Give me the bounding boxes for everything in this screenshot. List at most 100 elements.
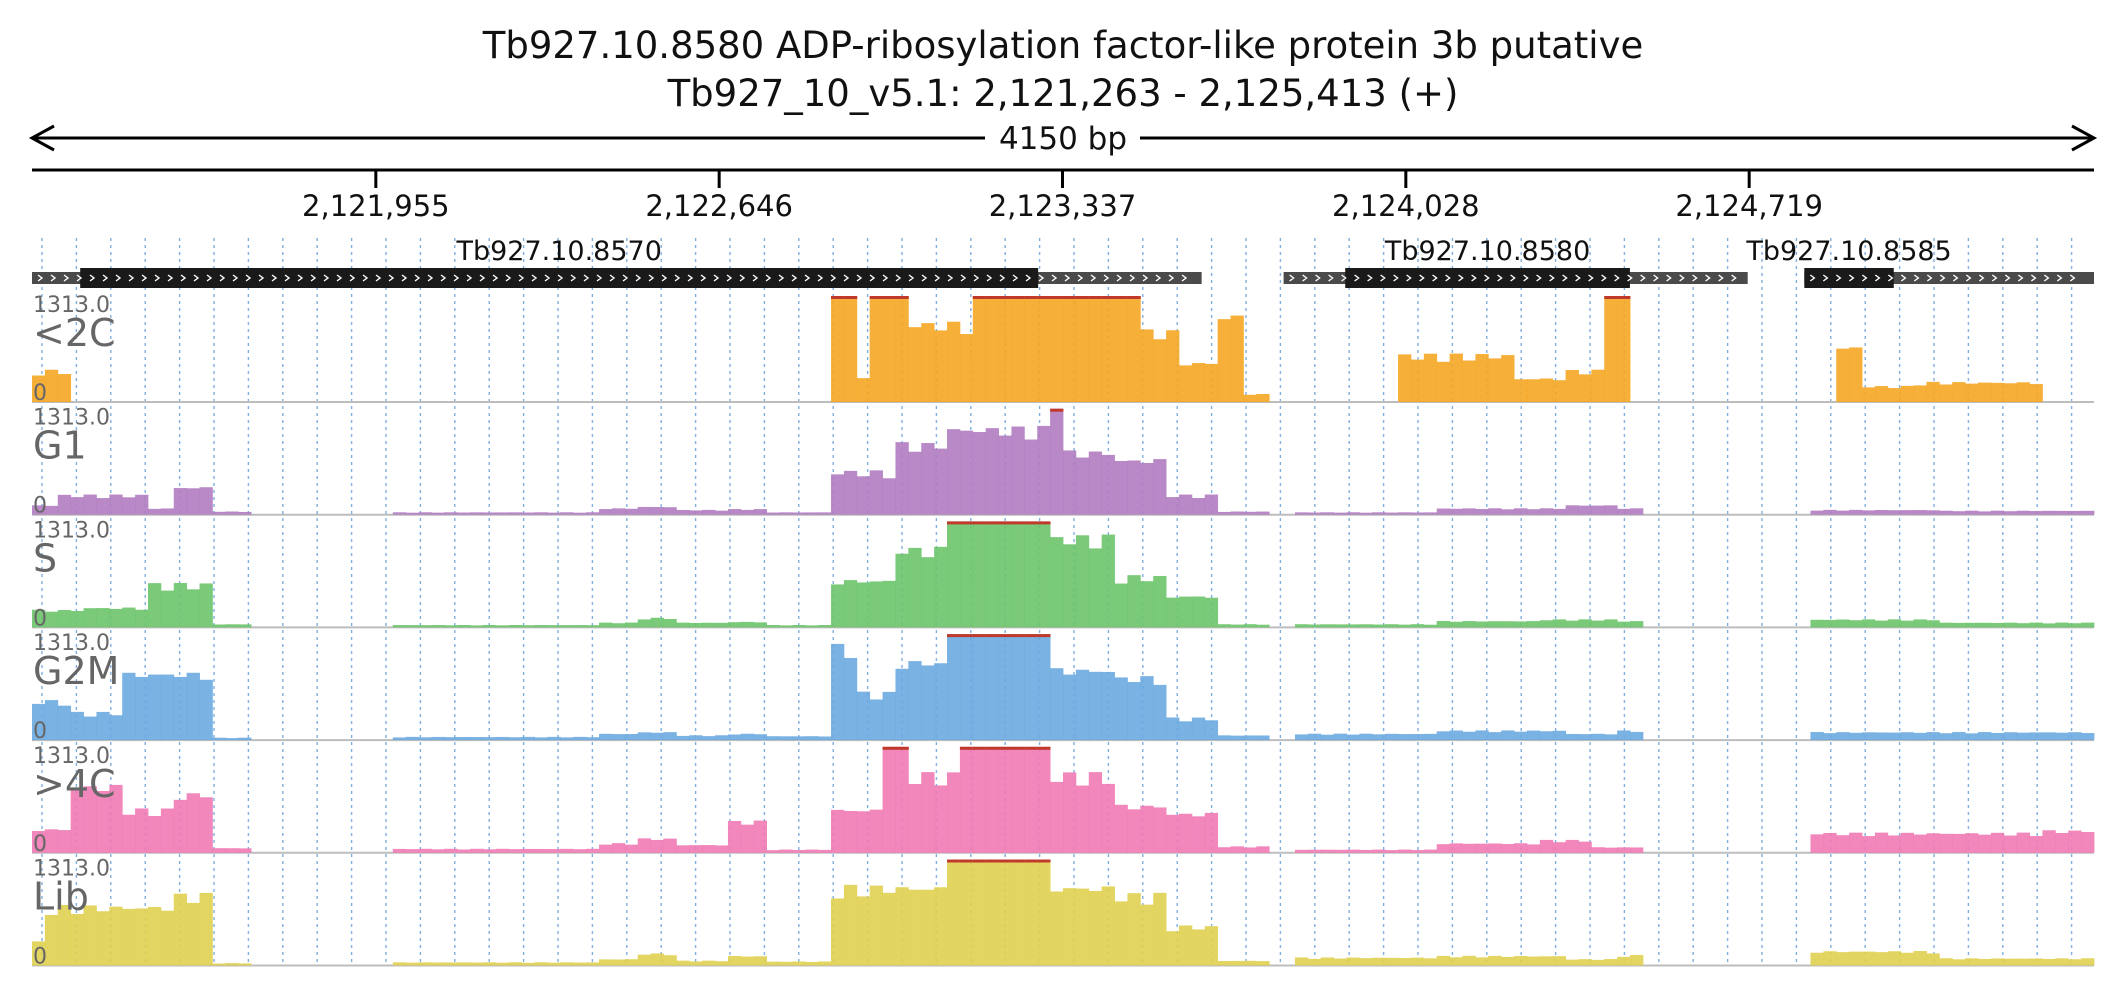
coverage-bar <box>2055 832 2069 853</box>
coverage-bar <box>792 961 806 966</box>
coverage-bar <box>2081 622 2095 628</box>
coverage-bar <box>1862 951 1876 966</box>
coverage-bar <box>1604 505 1618 515</box>
track-max-label: 1313.0 <box>33 631 110 656</box>
coverage-bar <box>173 893 188 966</box>
coverage-bar <box>959 521 974 628</box>
coverage-bar <box>1990 622 2005 628</box>
coverage-bar <box>1539 956 1554 966</box>
coverage-bar <box>160 674 175 741</box>
coverage-bar <box>547 962 561 966</box>
coverage-bar <box>212 624 226 628</box>
coverage-bar <box>212 848 226 853</box>
coverage-bar <box>173 799 188 853</box>
coverage-bar <box>1900 620 1914 628</box>
coverage-bar <box>1294 624 1309 628</box>
coverage-bar <box>676 622 690 628</box>
coverage-bar <box>483 624 497 628</box>
coverage-bar <box>32 375 46 402</box>
coverage-bar <box>1539 508 1554 515</box>
coverage-bar <box>57 374 72 402</box>
coverage-bar <box>1990 510 2005 515</box>
coverage-bar <box>547 736 561 741</box>
coverage-bar <box>740 621 755 628</box>
coverage-bar <box>1952 382 1966 402</box>
coverage-bar <box>173 583 188 628</box>
coverage-bar <box>1501 956 1515 966</box>
coverage-bar <box>753 509 767 515</box>
track-2: 1313.0S 0 <box>32 518 2095 631</box>
coverage-bar <box>173 676 188 741</box>
coverage-bar <box>1539 839 1554 853</box>
coverage-bar <box>1978 382 1992 402</box>
ruler-ticks: 2,121,955 2,122,646 2,123,337 2,124,028 2,12… <box>302 170 1823 223</box>
coverage-bar <box>135 808 149 853</box>
coverage-bar <box>57 610 72 628</box>
coverage-bar <box>650 617 664 628</box>
coverage-bar <box>1320 734 1335 741</box>
coverage-bar <box>431 625 445 628</box>
gene-models: Tb927.10.8570 Tb927.10.8580 Tb927.10.8585 <box>32 236 2094 288</box>
coverage-bar <box>57 830 72 853</box>
track-min-label: 0 <box>33 832 47 857</box>
coverage-bar <box>1604 959 1618 966</box>
coverage-bar <box>147 583 162 628</box>
coverage-bar <box>1204 926 1219 966</box>
coverage-bar <box>418 737 432 741</box>
coverage-bar <box>135 908 149 966</box>
clip-marker <box>1011 859 1025 863</box>
track-min-label: 0 <box>33 606 47 631</box>
coverage-bar <box>663 618 677 628</box>
coverage-bar <box>1410 734 1425 741</box>
coverage-bar <box>1578 374 1592 402</box>
coverage-bar <box>1166 597 1180 628</box>
coverage-bar <box>921 665 935 741</box>
coverage-bar <box>96 790 110 853</box>
coverage-bar <box>508 849 523 853</box>
coverage-bar <box>1630 621 1644 628</box>
coverage-bar <box>1346 624 1360 628</box>
coverage-bar <box>869 581 883 628</box>
coverage-bar <box>521 512 536 515</box>
coverage-bar <box>495 848 510 853</box>
coverage-bar <box>921 889 935 966</box>
track-max-label: 1313.0 <box>33 744 110 769</box>
coverage-bar <box>831 643 845 741</box>
coverage-bar <box>869 809 883 853</box>
coverage-bar <box>611 959 626 966</box>
coverage-bar <box>1913 510 1927 515</box>
coverage-bar <box>908 327 922 402</box>
coverage-bar <box>831 296 845 402</box>
coverage-bar <box>1565 505 1579 515</box>
coverage-bar <box>1230 511 1244 515</box>
coverage-bar <box>792 736 806 741</box>
coverage-bar <box>1333 733 1347 741</box>
coverage-bar <box>1307 624 1322 628</box>
clip-marker <box>1604 296 1618 299</box>
coverage-bar <box>2068 510 2082 515</box>
coverage-bar <box>199 892 213 966</box>
coverage-bar <box>1565 959 1579 966</box>
coverage-bar <box>895 442 909 515</box>
coverage-bar <box>495 512 510 515</box>
clip-marker <box>959 634 974 638</box>
coverage-bar <box>431 849 445 853</box>
coverage-bar <box>405 512 420 515</box>
coverage-bar <box>908 661 922 741</box>
coverage-bar <box>1436 731 1451 741</box>
coverage-bar <box>2068 623 2082 628</box>
coverage-bar <box>1578 619 1592 628</box>
coverage-bar <box>418 625 432 628</box>
coverage-bar <box>2003 511 2018 515</box>
coverage-bar <box>1810 834 1824 853</box>
coverage-bar <box>534 962 548 966</box>
coverage-bar <box>2081 832 2095 853</box>
coverage-bar <box>1140 581 1154 628</box>
coverage-bar <box>392 512 407 515</box>
ruler-tick-label: 2,122,646 <box>645 189 793 223</box>
coverage-bar <box>238 848 252 853</box>
coverage-bar <box>985 296 999 402</box>
coverage-bar <box>882 478 896 515</box>
track-name-label: G2M <box>33 649 119 693</box>
